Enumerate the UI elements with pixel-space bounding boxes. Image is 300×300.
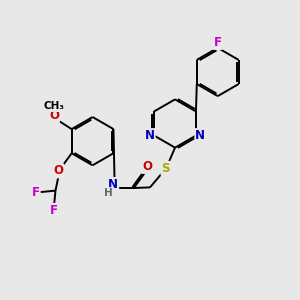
Text: O: O xyxy=(142,160,152,173)
Text: S: S xyxy=(161,162,170,175)
Text: F: F xyxy=(214,36,222,49)
Text: N: N xyxy=(145,129,155,142)
Text: O: O xyxy=(49,109,59,122)
Text: F: F xyxy=(50,204,58,217)
Text: N: N xyxy=(108,178,118,191)
Text: F: F xyxy=(32,186,40,199)
Text: CH₃: CH₃ xyxy=(44,101,64,111)
Text: H: H xyxy=(104,188,112,198)
Text: O: O xyxy=(53,164,63,177)
Text: N: N xyxy=(195,129,206,142)
